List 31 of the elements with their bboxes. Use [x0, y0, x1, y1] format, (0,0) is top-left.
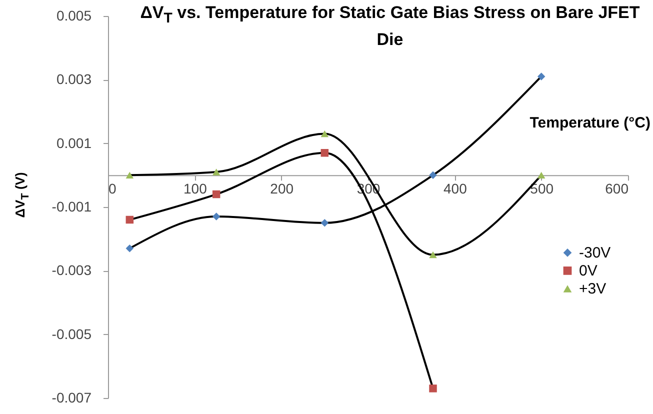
x-tick-label: 100 — [183, 180, 208, 197]
point — [126, 216, 134, 224]
point — [212, 190, 220, 198]
y-tick-label: -0.003 — [52, 262, 92, 278]
point — [320, 149, 329, 157]
point — [126, 172, 134, 179]
legend-label: -30V — [579, 244, 611, 262]
point — [320, 219, 329, 227]
x-axis-title: Temperature (°C) — [530, 114, 650, 132]
point — [429, 251, 437, 258]
y-tick-label: 0.003 — [56, 71, 92, 88]
point — [429, 384, 437, 392]
y-tick-label: 0.005 — [56, 8, 92, 24]
point — [537, 172, 546, 179]
point — [320, 130, 329, 138]
y-tick-label: 0.001 — [56, 134, 92, 151]
point — [429, 171, 437, 180]
legend-label: +3V — [579, 280, 606, 298]
point — [126, 244, 134, 252]
x-tick-label: 200 — [270, 180, 294, 197]
y-tick-label: -0.007 — [52, 390, 92, 406]
chart-title: ΔV$_{T}$ vs. Temperature for Static Gate Bias Stress on Bare JFET Die — [140, 2, 640, 50]
y-tick-label: -0.001 — [52, 198, 92, 214]
x-tick-label: 0 — [108, 180, 116, 197]
x-tick-label: 400 — [443, 180, 468, 197]
point — [537, 72, 546, 80]
legend-label: 0V — [579, 262, 598, 280]
y-tick-label: -0.005 — [52, 326, 92, 342]
point — [212, 212, 220, 220]
x-tick-label: 600 — [605, 180, 629, 197]
point — [212, 168, 220, 176]
